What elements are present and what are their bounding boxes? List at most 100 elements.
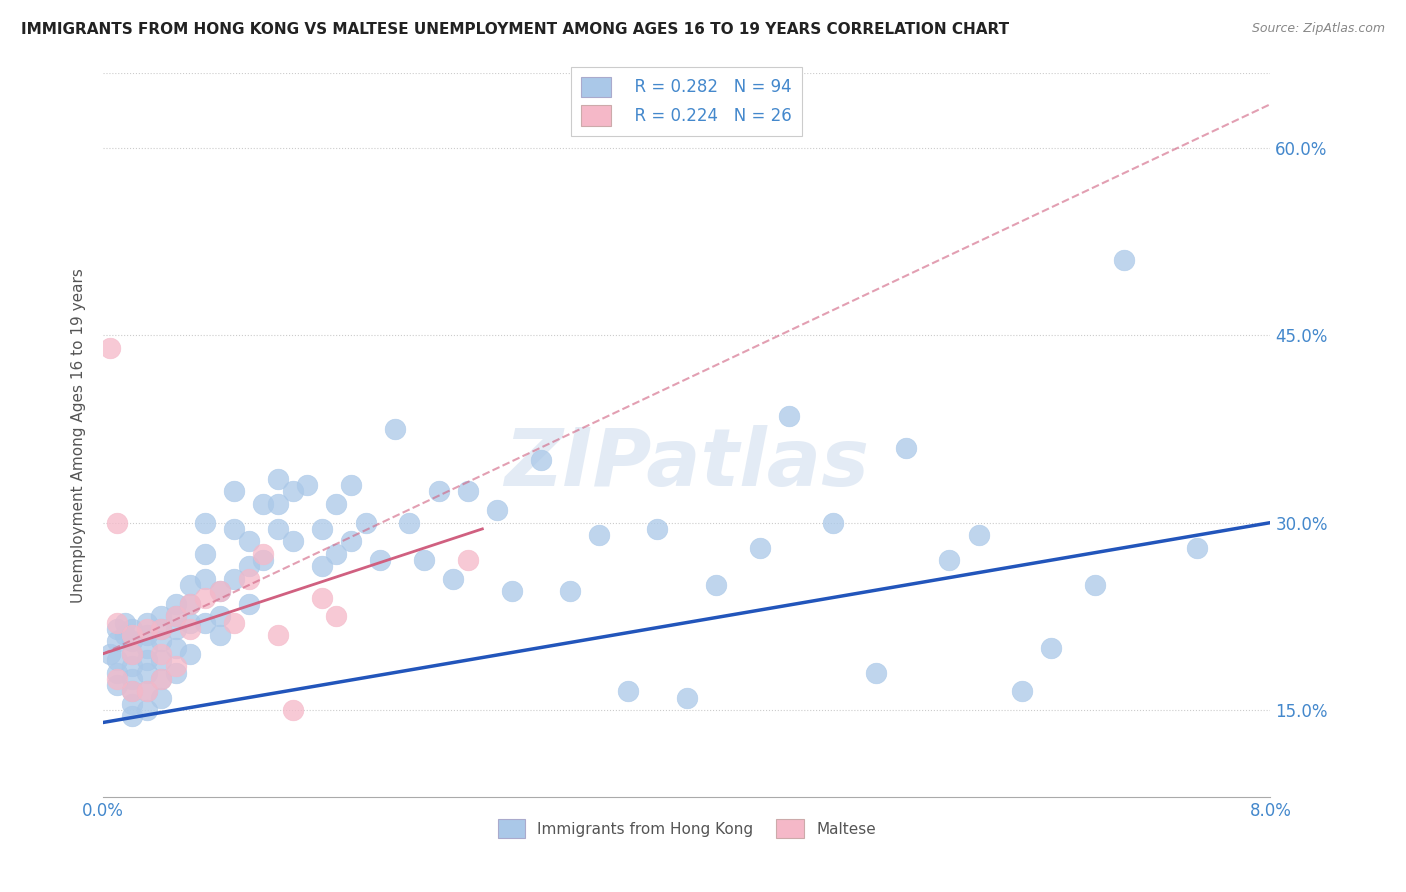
Point: [311, 591, 333, 605]
Point: [165, 597, 187, 611]
Point: [208, 628, 231, 642]
Point: [967, 528, 990, 542]
Point: [165, 665, 187, 680]
Point: [121, 634, 143, 648]
Point: [121, 684, 143, 698]
Point: [135, 615, 157, 630]
Y-axis label: Unemployment Among Ages 16 to 19 years: Unemployment Among Ages 16 to 19 years: [72, 268, 86, 603]
Point: [368, 553, 391, 567]
Point: [121, 659, 143, 673]
Text: IMMIGRANTS FROM HONG KONG VS MALTESE UNEMPLOYMENT AMONG AGES 16 TO 19 YEARS CORR: IMMIGRANTS FROM HONG KONG VS MALTESE UNE…: [21, 22, 1010, 37]
Point: [179, 597, 201, 611]
Text: Source: ZipAtlas.com: Source: ZipAtlas.com: [1251, 22, 1385, 36]
Point: [135, 703, 157, 717]
Point: [238, 597, 260, 611]
Point: [179, 578, 201, 592]
Point: [530, 453, 553, 467]
Point: [179, 647, 201, 661]
Point: [558, 584, 581, 599]
Point: [121, 684, 143, 698]
Point: [150, 609, 173, 624]
Point: [179, 597, 201, 611]
Point: [281, 484, 304, 499]
Point: [267, 497, 290, 511]
Point: [865, 665, 887, 680]
Point: [354, 516, 377, 530]
Point: [135, 684, 157, 698]
Point: [224, 522, 246, 536]
Point: [297, 478, 319, 492]
Point: [588, 528, 610, 542]
Point: [778, 409, 800, 424]
Point: [252, 547, 274, 561]
Point: [121, 647, 143, 661]
Point: [748, 541, 770, 555]
Point: [325, 497, 347, 511]
Point: [135, 665, 157, 680]
Point: [107, 653, 129, 667]
Point: [179, 622, 201, 636]
Point: [165, 609, 187, 624]
Point: [398, 516, 420, 530]
Point: [252, 497, 274, 511]
Point: [267, 472, 290, 486]
Point: [441, 572, 464, 586]
Point: [1011, 684, 1033, 698]
Point: [413, 553, 436, 567]
Point: [121, 622, 143, 636]
Point: [340, 534, 363, 549]
Point: [114, 628, 136, 642]
Point: [938, 553, 960, 567]
Point: [208, 609, 231, 624]
Point: [165, 640, 187, 655]
Point: [135, 640, 157, 655]
Point: [224, 572, 246, 586]
Point: [1084, 578, 1107, 592]
Point: [107, 622, 129, 636]
Point: [150, 672, 173, 686]
Point: [267, 522, 290, 536]
Point: [107, 672, 129, 686]
Point: [457, 553, 479, 567]
Point: [107, 634, 129, 648]
Point: [135, 628, 157, 642]
Text: ZIPatlas: ZIPatlas: [505, 425, 869, 503]
Point: [150, 622, 173, 636]
Point: [325, 547, 347, 561]
Legend: Immigrants from Hong Kong, Maltese: Immigrants from Hong Kong, Maltese: [492, 814, 882, 844]
Point: [98, 341, 121, 355]
Point: [281, 534, 304, 549]
Point: [150, 634, 173, 648]
Point: [238, 572, 260, 586]
Point: [107, 615, 129, 630]
Point: [194, 591, 217, 605]
Point: [150, 672, 173, 686]
Point: [238, 559, 260, 574]
Point: [311, 559, 333, 574]
Point: [281, 703, 304, 717]
Point: [267, 628, 290, 642]
Point: [121, 672, 143, 686]
Point: [384, 422, 406, 436]
Point: [501, 584, 523, 599]
Point: [647, 522, 669, 536]
Point: [194, 547, 217, 561]
Point: [224, 484, 246, 499]
Point: [208, 584, 231, 599]
Point: [427, 484, 450, 499]
Point: [340, 478, 363, 492]
Point: [107, 678, 129, 692]
Point: [238, 534, 260, 549]
Point: [617, 684, 640, 698]
Point: [114, 615, 136, 630]
Point: [150, 622, 173, 636]
Point: [194, 615, 217, 630]
Point: [165, 622, 187, 636]
Point: [121, 647, 143, 661]
Point: [107, 516, 129, 530]
Point: [485, 503, 508, 517]
Point: [107, 665, 129, 680]
Point: [121, 628, 143, 642]
Point: [179, 615, 201, 630]
Point: [311, 522, 333, 536]
